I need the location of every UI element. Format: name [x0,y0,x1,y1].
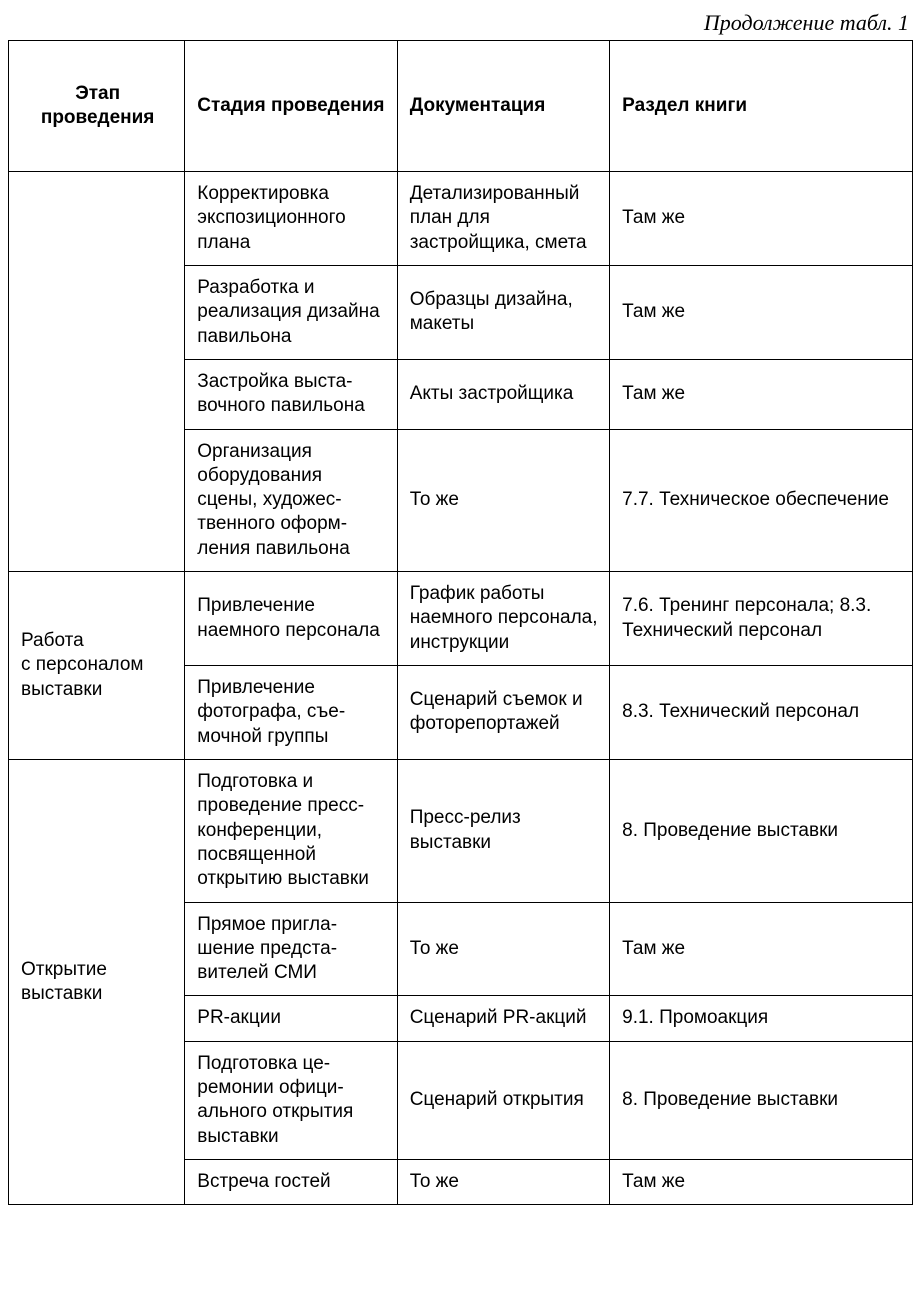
cell-c2: То же [397,1160,609,1205]
table-row: Корректировка экспозиционного планаДетал… [9,172,913,266]
cell-c2: Детализирован­ный план для застройщика, … [397,172,609,266]
cell-c2: То же [397,429,609,572]
cell-c1: PR-акции [185,996,397,1041]
cell-c2: То же [397,902,609,996]
cell-c3: 7.7. Техническое обес­печение [610,429,913,572]
cell-stage: Работа с персоналом выставки [9,572,185,760]
cell-c3: Там же [610,172,913,266]
table-row: Открытие выставкиПодготовка и проведение… [9,759,913,902]
cell-c1: Привлечение фотографа, съе­мочной группы [185,666,397,760]
exhibition-stages-table: Этап проведения Стадия проведения Докуме… [8,40,913,1205]
header-book-section: Раздел книги [610,41,913,172]
cell-c3: 7.6. Тренинг персонала; 8.3. Технический… [610,572,913,666]
cell-c3: 8. Проведение выставки [610,1041,913,1159]
cell-stage [9,172,185,572]
cell-c1: Привлечение наемного персо­нала [185,572,397,666]
cell-c1: Подготовка и проведение пресс-конферен­ц… [185,759,397,902]
cell-c2: График работы наемного пер­сонала, инс­т… [397,572,609,666]
cell-c3: Там же [610,265,913,359]
cell-c3: 8.3. Технический пер­сонал [610,666,913,760]
cell-c3: Там же [610,902,913,996]
table-row: Работа с персоналом выставкиПривлечение … [9,572,913,666]
table-continuation-caption: Продолжение табл. 1 [8,10,909,36]
cell-stage: Открытие выставки [9,759,185,1204]
header-stage: Этап проведения [9,41,185,172]
cell-c3: 9.1. Промоакция [610,996,913,1041]
table-header-row: Этап проведения Стадия проведения Докуме… [9,41,913,172]
cell-c1: Встреча гостей [185,1160,397,1205]
cell-c2: Сценарий PR-акций [397,996,609,1041]
cell-c3: Там же [610,359,913,429]
cell-c1: Корректировка экспозиционного плана [185,172,397,266]
cell-c1: Организация оборудования сцены, художес­… [185,429,397,572]
cell-c2: Сценарий съе­мок и фоторе­портажей [397,666,609,760]
cell-c2: Пресс-релиз выставки [397,759,609,902]
cell-c1: Прямое пригла­шение предста­вителей СМИ [185,902,397,996]
cell-c1: Разработка и реализация ди­зайна павильо… [185,265,397,359]
cell-c2: Сценарий открытия [397,1041,609,1159]
header-documentation: Документация [397,41,609,172]
cell-c3: 8. Проведение выставки [610,759,913,902]
cell-c1: Застройка выста­вочного павильона [185,359,397,429]
cell-c1: Подготовка це­ремонии офици­ального откр… [185,1041,397,1159]
cell-c2: Акты застрой­щика [397,359,609,429]
header-substage: Стадия проведения [185,41,397,172]
cell-c3: Там же [610,1160,913,1205]
cell-c2: Образцы ди­зайна, макеты [397,265,609,359]
